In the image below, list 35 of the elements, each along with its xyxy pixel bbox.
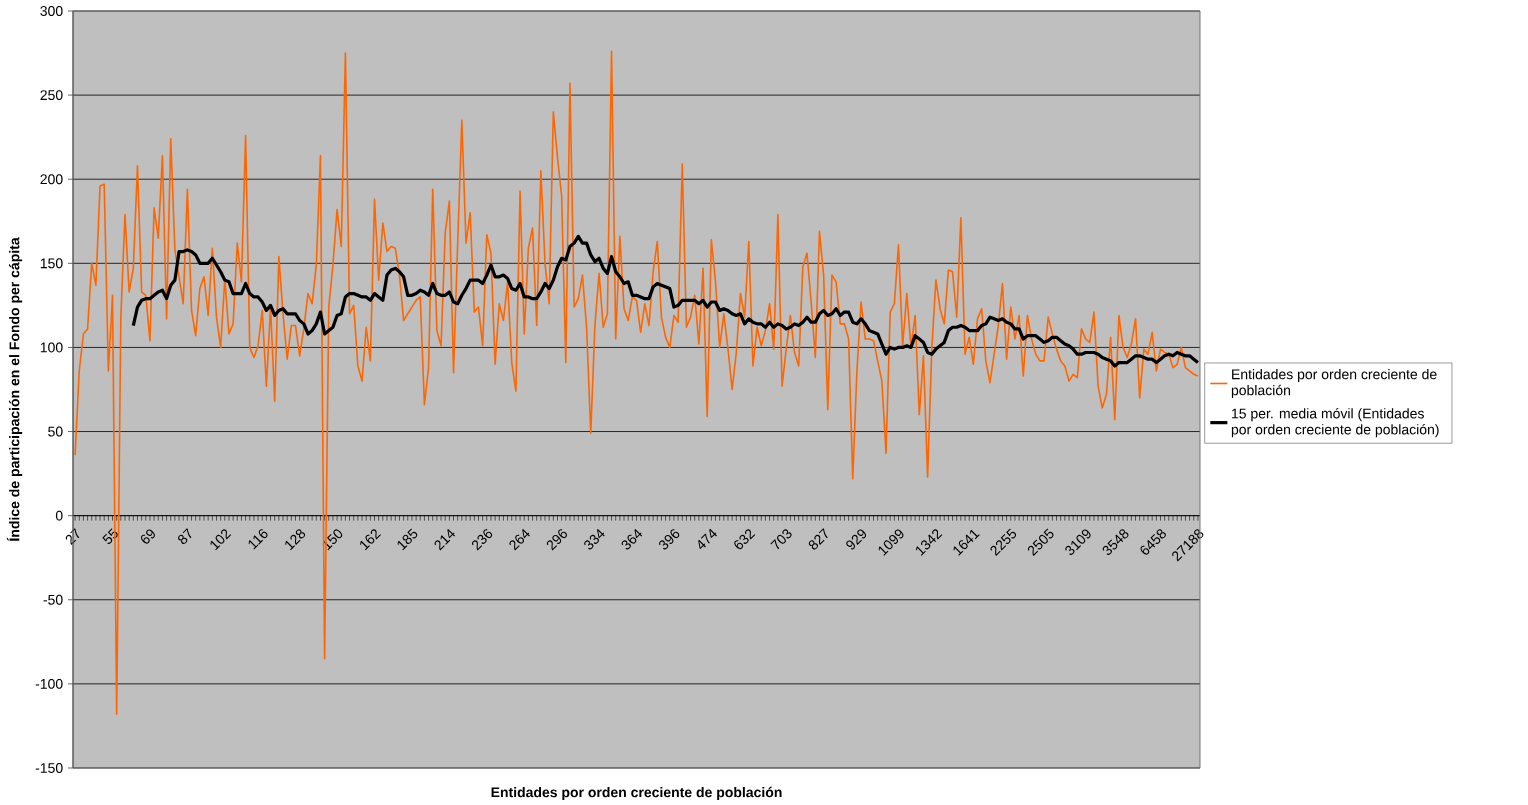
- x-tick-label: 364: [621, 528, 643, 550]
- y-tick-label: 250: [40, 90, 63, 101]
- y-tick-label: 100: [40, 342, 63, 353]
- x-tick-label: 703: [770, 529, 792, 550]
- x-tick-label: 474: [698, 528, 717, 550]
- y-tick-label: 200: [40, 174, 63, 185]
- x-tick-label: 334: [584, 528, 605, 550]
- x-tick-label: 128: [285, 529, 306, 551]
- x-tick-label: 396: [659, 529, 680, 550]
- y-tick-label: -150: [35, 763, 63, 773]
- y-tick-label: -100: [35, 678, 63, 689]
- x-tick-label: 69: [140, 529, 155, 544]
- y-axis-title: Índice de participación en el Fondo per cápita: [6, 237, 23, 541]
- x-tick-label: 87: [178, 528, 192, 544]
- x-tick-label: 214: [434, 528, 456, 551]
- y-tick-label: 0: [55, 510, 63, 521]
- x-tick-label: 185: [397, 528, 418, 551]
- x-tick-label: 264: [509, 528, 530, 551]
- legend-label: 15 per. media móvil (Entidades por orden creciente de población): [1231, 408, 1439, 438]
- x-tick-label: 116: [248, 529, 268, 550]
- x-tick-label: 632: [734, 529, 756, 550]
- x-tick-label: 102: [210, 529, 232, 551]
- x-tick-label: 296: [546, 529, 568, 551]
- x-tick-label: 827: [808, 528, 828, 550]
- y-tick-label: -50: [43, 594, 63, 605]
- x-tick-label: 162: [360, 529, 381, 551]
- y-tick-label: 50: [48, 426, 63, 437]
- y-tick-label: 150: [40, 258, 63, 269]
- x-axis-title: Entidades por orden creciente de población: [491, 786, 782, 801]
- x-tick-label: 236: [471, 529, 493, 551]
- x-tick-label: 929: [846, 529, 867, 550]
- legend-label: Entidades por orden creciente de población: [1231, 368, 1437, 399]
- x-tick-label: 27: [65, 528, 80, 545]
- x-tick-label: 55: [102, 528, 118, 544]
- y-tick-label: 300: [40, 6, 63, 16]
